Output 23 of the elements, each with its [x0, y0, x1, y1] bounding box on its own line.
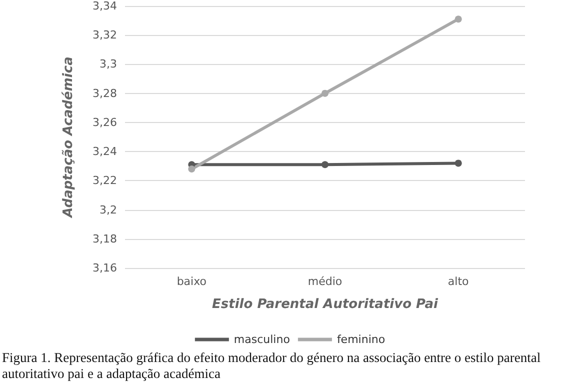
point	[322, 90, 328, 97]
y-tick-label: 3,28	[92, 86, 117, 100]
y-tick-label: 3,2	[100, 203, 117, 216]
point	[454, 16, 462, 23]
point	[322, 161, 328, 168]
y-tick-label: 3,34	[92, 0, 117, 12]
y-tick-label: 3,18	[92, 232, 117, 246]
y-tick-label: 3,22	[92, 174, 117, 188]
y-axis-title: Adaptação Académica	[61, 56, 76, 218]
y-tick-label: 3,32	[92, 28, 117, 42]
y-tick-label: 3,26	[92, 116, 117, 129]
x-tick-label: alto	[448, 275, 470, 288]
legend-label: feminino	[336, 333, 386, 346]
x-tick-label: baixo	[176, 275, 207, 288]
y-tick-label: 3,16	[92, 262, 117, 274]
y-tick-label: 3,3	[100, 58, 117, 71]
y-tick-label: 3,24	[92, 145, 117, 158]
point	[454, 160, 462, 167]
text: Figura 1. Representação gráfica do efeito moderador do género na associação entre o estilo parental autoritativo pai e a adaptação académica	[2, 350, 542, 382]
x-tick-label: médio	[308, 275, 342, 288]
x-axis-title: Estilo Parental Autoritativo Pai	[212, 297, 439, 312]
legend-label: masculino	[234, 333, 290, 346]
point	[188, 166, 196, 173]
